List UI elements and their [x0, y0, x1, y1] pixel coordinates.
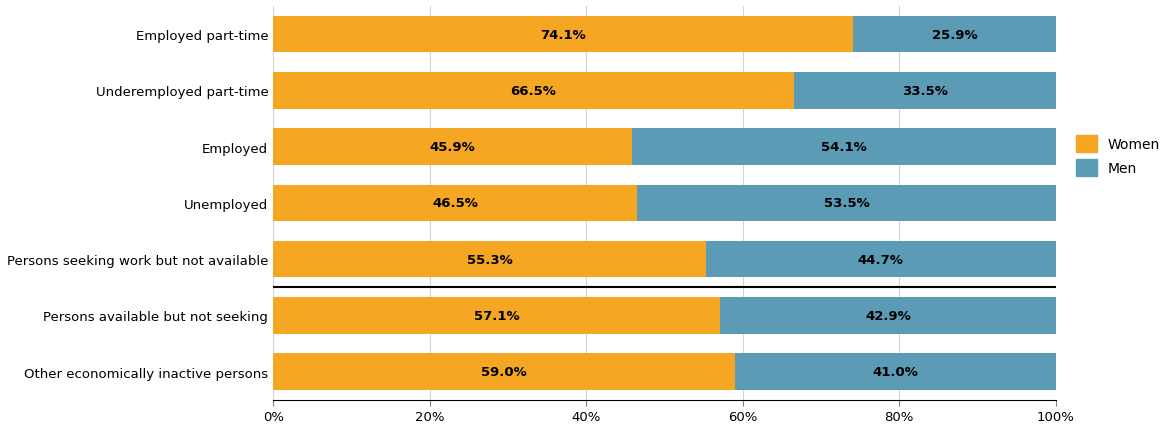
Text: 44.7%: 44.7% — [858, 253, 904, 266]
Text: 54.1%: 54.1% — [821, 141, 866, 154]
Bar — [274, 17, 853, 53]
Bar — [853, 17, 1055, 53]
Text: 53.5%: 53.5% — [823, 197, 869, 210]
Text: 45.9%: 45.9% — [430, 141, 475, 154]
Legend: Women, Men: Women, Men — [1071, 130, 1166, 182]
Bar — [274, 297, 720, 334]
Text: 59.0%: 59.0% — [481, 365, 527, 378]
Bar — [735, 353, 1055, 390]
Text: 55.3%: 55.3% — [467, 253, 512, 266]
Bar — [274, 185, 637, 221]
Text: 57.1%: 57.1% — [474, 309, 519, 322]
Bar — [274, 73, 794, 109]
Bar — [720, 297, 1055, 334]
Text: 33.5%: 33.5% — [902, 85, 947, 98]
Text: 74.1%: 74.1% — [540, 28, 586, 41]
Bar — [633, 129, 1055, 166]
Bar — [274, 353, 735, 390]
Text: 66.5%: 66.5% — [511, 85, 556, 98]
Bar — [637, 185, 1055, 221]
Bar — [706, 241, 1055, 278]
Text: 41.0%: 41.0% — [872, 365, 918, 378]
Bar — [274, 129, 633, 166]
Bar — [794, 73, 1055, 109]
Text: 42.9%: 42.9% — [865, 309, 911, 322]
Text: 25.9%: 25.9% — [931, 28, 977, 41]
Text: 46.5%: 46.5% — [432, 197, 478, 210]
Bar — [274, 241, 706, 278]
